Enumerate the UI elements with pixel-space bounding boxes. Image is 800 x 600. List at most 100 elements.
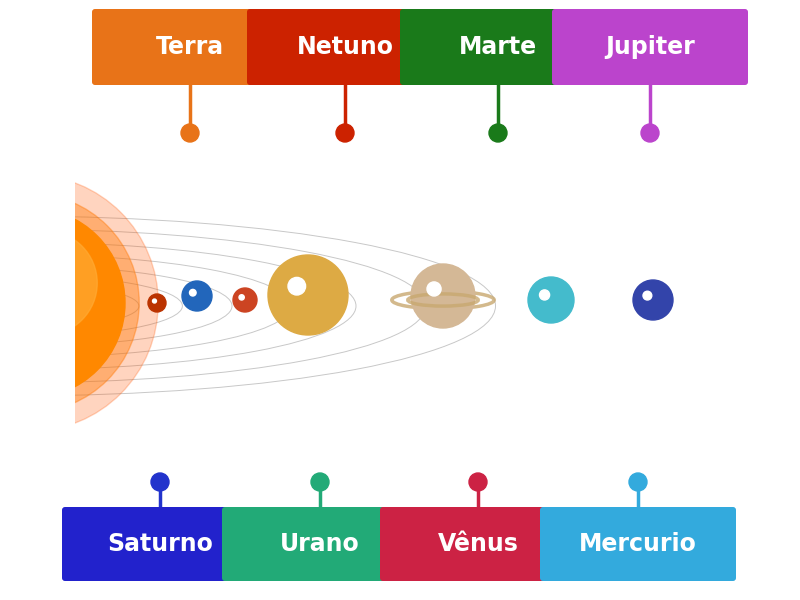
Point <box>254 218 266 228</box>
Point <box>401 377 414 387</box>
Point <box>685 424 698 433</box>
Point <box>372 396 385 406</box>
Point <box>338 334 350 344</box>
Point <box>565 256 578 265</box>
Point <box>674 325 686 335</box>
Point <box>604 319 617 328</box>
Point <box>182 347 195 357</box>
Point <box>180 277 193 286</box>
Point <box>705 223 718 232</box>
Point <box>695 356 708 366</box>
Circle shape <box>288 277 306 295</box>
Point <box>566 246 579 256</box>
Point <box>193 436 206 445</box>
Point <box>528 404 541 414</box>
Point <box>304 223 317 233</box>
Point <box>684 298 697 308</box>
Text: Mercurio: Mercurio <box>579 532 697 556</box>
Point <box>514 352 527 361</box>
Circle shape <box>641 124 659 142</box>
Point <box>416 236 429 245</box>
Circle shape <box>489 124 507 142</box>
Point <box>204 193 217 202</box>
Point <box>462 203 474 212</box>
Text: Vênus: Vênus <box>438 532 518 556</box>
Point <box>293 422 306 431</box>
FancyBboxPatch shape <box>92 9 288 85</box>
Point <box>245 399 258 409</box>
Circle shape <box>629 473 647 491</box>
Point <box>437 221 450 230</box>
Circle shape <box>411 264 475 328</box>
Point <box>513 208 526 218</box>
Point <box>209 424 222 433</box>
Point <box>445 261 458 271</box>
Point <box>209 311 222 320</box>
Point <box>345 151 358 161</box>
Point <box>200 400 213 409</box>
Circle shape <box>153 299 157 303</box>
Point <box>454 364 466 374</box>
FancyBboxPatch shape <box>540 507 736 581</box>
Point <box>451 205 464 215</box>
Point <box>334 355 347 364</box>
Point <box>621 185 634 194</box>
Circle shape <box>239 295 244 300</box>
Text: Marte: Marte <box>459 35 537 59</box>
Circle shape <box>469 473 487 491</box>
Point <box>553 252 566 262</box>
Text: Saturno: Saturno <box>107 532 213 556</box>
FancyBboxPatch shape <box>380 507 576 581</box>
Point <box>453 248 466 257</box>
Point <box>284 252 297 262</box>
Point <box>556 361 569 370</box>
Point <box>269 329 282 339</box>
Point <box>203 424 216 434</box>
Point <box>662 230 674 239</box>
Point <box>540 221 553 231</box>
Point <box>587 367 600 376</box>
Point <box>588 177 601 187</box>
Point <box>362 418 375 427</box>
Point <box>579 269 592 278</box>
Point <box>565 179 578 189</box>
Point <box>268 247 281 257</box>
Circle shape <box>148 294 166 312</box>
Point <box>463 351 476 361</box>
Point <box>187 343 200 352</box>
FancyBboxPatch shape <box>247 9 443 85</box>
Point <box>338 247 350 256</box>
Point <box>693 451 706 460</box>
Point <box>367 241 380 250</box>
FancyBboxPatch shape <box>400 9 596 85</box>
Text: Terra: Terra <box>156 35 224 59</box>
Point <box>403 260 416 269</box>
Point <box>654 218 667 227</box>
Point <box>217 361 230 370</box>
Point <box>261 222 274 232</box>
Point <box>498 427 511 437</box>
Point <box>507 174 520 184</box>
Point <box>270 155 282 165</box>
Point <box>235 261 248 271</box>
Point <box>494 182 506 191</box>
Circle shape <box>0 175 158 431</box>
Point <box>309 176 322 185</box>
Point <box>514 323 527 332</box>
Circle shape <box>633 280 673 320</box>
Point <box>267 437 280 447</box>
Circle shape <box>151 473 169 491</box>
Point <box>605 235 618 244</box>
Point <box>391 447 404 457</box>
Point <box>186 350 198 359</box>
Point <box>654 346 666 356</box>
Point <box>277 335 290 345</box>
Point <box>171 425 184 434</box>
Point <box>607 299 620 309</box>
Point <box>363 421 376 430</box>
Point <box>316 183 329 193</box>
Circle shape <box>181 124 199 142</box>
Point <box>346 190 358 200</box>
Point <box>607 223 620 232</box>
Point <box>490 164 503 173</box>
